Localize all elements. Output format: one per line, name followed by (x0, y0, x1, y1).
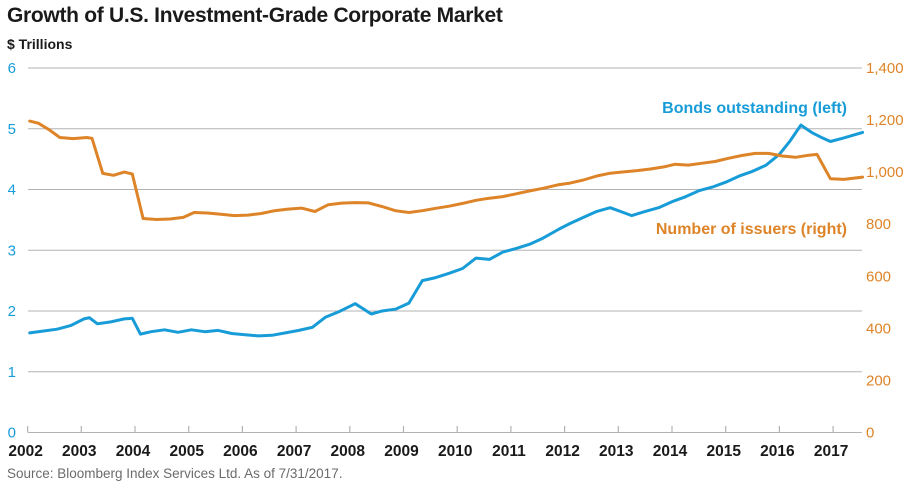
x-axis-year-label: 2002 (8, 443, 42, 460)
x-axis-year-label: 2010 (438, 443, 472, 460)
y-axis-right-label: 1,400 (866, 60, 904, 77)
y-axis-left-label: 6 (8, 60, 16, 77)
y-axis-left-label: 1 (8, 364, 16, 381)
y-axis-right-label: 0 (866, 425, 874, 442)
x-axis-year-label: 2017 (814, 443, 848, 460)
x-axis-year-label: 2012 (545, 443, 579, 460)
x-axis-year-label: 2015 (706, 443, 741, 460)
x-axis-year-label: 2009 (384, 443, 419, 460)
y-axis-right-label: 200 (866, 372, 891, 389)
x-axis-year-label: 2003 (62, 443, 97, 460)
page-title: Growth of U.S. Investment-Grade Corporat… (7, 4, 503, 27)
y-axis-right-label: 400 (866, 320, 891, 337)
x-axis-year-label: 2008 (331, 443, 366, 460)
x-axis-year-label: 2011 (492, 443, 526, 460)
source-note: Source: Bloomberg Index Services Ltd. As… (7, 466, 343, 481)
y-axis-left-label: 2 (8, 303, 16, 320)
legend-number-of-issuers: Number of issuers (right) (656, 221, 847, 238)
y-axis-right-label: 1,200 (866, 112, 904, 129)
x-axis-year-label: 2016 (760, 443, 795, 460)
x-axis-year-label: 2014 (653, 443, 688, 460)
number-of-issuers-line (28, 119, 865, 221)
legend-bonds-outstanding: Bonds outstanding (left) (662, 100, 847, 117)
x-axis-year-label: 2004 (116, 443, 151, 460)
x-axis-year-label: 2007 (277, 443, 311, 460)
x-axis-year-label: 2005 (169, 443, 204, 460)
left-axis-units-label: $ Trillions (7, 36, 73, 52)
x-axis-year-label: 2006 (223, 443, 258, 460)
y-axis-right-label: 1,000 (866, 164, 904, 181)
y-axis-right-label: 800 (866, 216, 891, 233)
y-axis-right-label: 600 (866, 268, 891, 285)
x-axis-year-label: 2013 (599, 443, 634, 460)
y-axis-left-label: 4 (8, 182, 16, 199)
y-axis-left-label: 3 (8, 242, 16, 259)
y-axis-left-label: 0 (8, 425, 16, 442)
y-axis-left-label: 5 (8, 121, 16, 138)
bonds-outstanding-line (28, 123, 865, 338)
